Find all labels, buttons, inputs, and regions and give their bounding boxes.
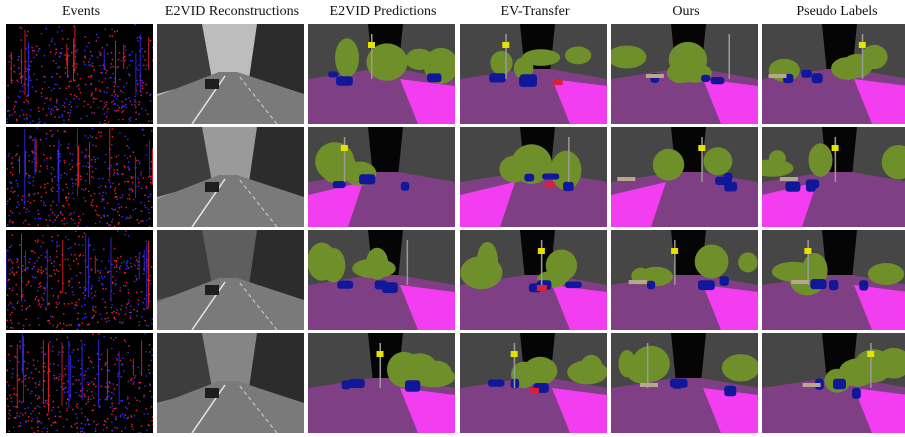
panel-image (611, 127, 758, 227)
column-header-row: Events E2VID Reconstructions E2VID Predi… (0, 0, 905, 22)
panel-image (157, 333, 304, 433)
panel-image (157, 230, 304, 330)
panel-image (308, 24, 455, 124)
panel-seg-row3 (308, 230, 455, 330)
panel-recon-row2 (157, 127, 304, 227)
panel-image (762, 230, 905, 330)
panel-seg-row4 (611, 333, 758, 433)
panel-image (762, 333, 905, 433)
panel-recon-row3 (157, 230, 304, 330)
panel-events-row3 (6, 230, 153, 330)
panel-image (611, 230, 758, 330)
panel-image (308, 127, 455, 227)
column-title-pseudo-labels: Pseudo Labels (796, 4, 878, 19)
panel-seg-row3 (611, 230, 758, 330)
panel-image (460, 24, 607, 124)
panel-image (308, 333, 455, 433)
panel-image (762, 127, 905, 227)
panel-seg-row1 (611, 24, 758, 124)
panel-image (6, 127, 153, 227)
panel-image (611, 333, 758, 433)
panel-events-row2 (6, 127, 153, 227)
panel-seg-row1 (762, 24, 905, 124)
column-title-events: Events (61, 4, 101, 19)
panel-events-row4 (6, 333, 153, 433)
panel-seg-row4 (308, 333, 455, 433)
column-title-e2vid-predictions: E2VID Predictions (329, 4, 437, 19)
panel-image (6, 230, 153, 330)
panel-seg-row2 (611, 127, 758, 227)
panel-image (611, 24, 758, 124)
panel-seg-row2 (762, 127, 905, 227)
panel-recon-row1 (157, 24, 304, 124)
panel-image (6, 333, 153, 433)
panel-image (460, 333, 607, 433)
column-title-ev-transfer: EV-Transfer (500, 4, 570, 19)
panel-image (762, 24, 905, 124)
panel-events-row1 (6, 24, 153, 124)
panel-seg-row4 (762, 333, 905, 433)
panel-image (460, 230, 607, 330)
panel-seg-row3 (460, 230, 607, 330)
column-title-e2vid-reconstructions: E2VID Reconstructions (164, 4, 300, 19)
panel-seg-row2 (308, 127, 455, 227)
panel-seg-row1 (460, 24, 607, 124)
panel-image (157, 24, 304, 124)
image-grid (0, 22, 905, 437)
panel-seg-row2 (460, 127, 607, 227)
panel-seg-row1 (308, 24, 455, 124)
panel-image (460, 127, 607, 227)
panel-image (157, 127, 304, 227)
panel-image (308, 230, 455, 330)
panel-seg-row4 (460, 333, 607, 433)
panel-seg-row3 (762, 230, 905, 330)
panel-image (6, 24, 153, 124)
column-title-ours: Ours (672, 4, 700, 19)
panel-recon-row4 (157, 333, 304, 433)
